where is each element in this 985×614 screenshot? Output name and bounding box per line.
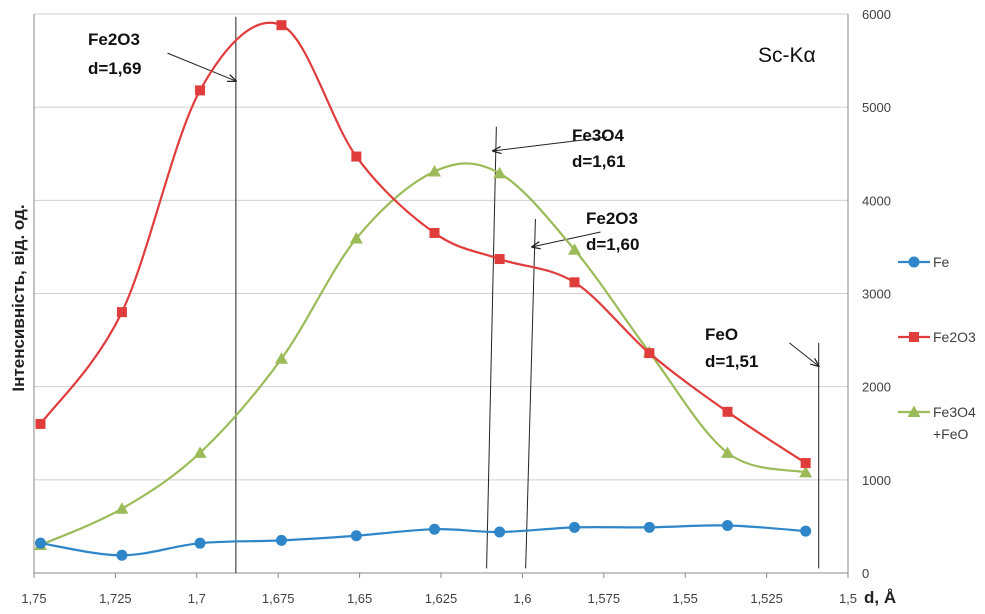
legend-label: Fe3O4 (933, 404, 976, 420)
reference-line-group: Fe2O3 d=1,69 (88, 16, 236, 573)
x-tick-label: 1,675 (262, 591, 295, 606)
y-tick-label: 0 (862, 566, 869, 581)
x-tick-label: 1,575 (588, 591, 621, 606)
data-point (799, 465, 813, 478)
data-point (800, 525, 812, 537)
data-point (428, 523, 440, 535)
data-point (569, 277, 580, 288)
data-point (35, 418, 46, 429)
y-axis-label: Інтенсивність, від. од. (9, 204, 28, 391)
x-tick-label: 1,525 (750, 591, 783, 606)
y-tick-label: 3000 (862, 287, 891, 302)
annotation-label: d=1,60 (586, 235, 639, 254)
annotation-arrow (789, 342, 818, 366)
x-tick-label: 1,725 (99, 591, 132, 606)
data-point (427, 164, 441, 177)
reference-line (525, 218, 536, 569)
series (34, 20, 813, 561)
data-point (349, 232, 363, 244)
data-point (800, 458, 811, 469)
annotation-label: d=1,69 (88, 59, 141, 78)
annotation-label: Fe2O3 (586, 209, 638, 228)
data-point (494, 526, 506, 538)
data-point (429, 227, 440, 238)
annotation-arrow (167, 52, 235, 81)
series-fe (35, 519, 812, 561)
data-point (493, 166, 507, 179)
legend-marker (907, 405, 921, 417)
data-point (351, 151, 362, 162)
reference-line-group: Fe2O3 d=1,60 (525, 209, 639, 569)
data-point (494, 254, 505, 265)
y-tick-label: 6000 (862, 7, 891, 22)
annotation-label: d=1,61 (572, 152, 625, 171)
annotation-label: Fe3O4 (572, 126, 625, 145)
x-tick-label: 1,55 (673, 591, 698, 606)
data-point (276, 20, 287, 31)
x-tick-label: 1,6 (513, 591, 531, 606)
series-line (40, 524, 806, 557)
data-point (644, 348, 655, 359)
legend-label: Fe (933, 254, 950, 270)
data-point (722, 406, 733, 417)
data-point (194, 537, 206, 549)
data-point (721, 446, 735, 458)
grid-lines (34, 13, 848, 481)
legend-label: Fe2O3 (933, 329, 976, 345)
data-point (567, 243, 581, 255)
y-tick-label: 5000 (862, 100, 891, 115)
data-point (116, 307, 127, 318)
annotation-arrow (493, 136, 608, 151)
x-tick-label: 1,75 (21, 591, 46, 606)
chart-title: Sc-Kα (758, 44, 816, 67)
legend-item: Fe2O3 (898, 329, 976, 345)
series-fe2o3 (35, 20, 811, 469)
tick-labels: 1,75 1,725 1,7 1,675 1,65 1,625 1,6 1,575 1,55 1,… (21, 7, 891, 606)
data-point (115, 502, 129, 514)
data-point (116, 549, 128, 561)
x-tick-label: 1,625 (425, 591, 458, 606)
data-point (35, 537, 47, 549)
x-tick-label: 1,7 (188, 591, 206, 606)
reference-lines: Fe2O3 d=1,69 Fe3O4 d=1,61 Fe2O3 d=1,60 FeO d=1,… (88, 16, 819, 573)
legend-label: +FeO (933, 426, 969, 442)
x-tick-label: 1,5 (839, 591, 857, 606)
data-point (195, 85, 206, 96)
data-point (722, 519, 734, 531)
data-point (643, 521, 655, 533)
legend-item: Fe (898, 254, 950, 270)
annotation-label: Fe2O3 (88, 30, 140, 49)
annotation-label: d=1,51 (705, 352, 758, 371)
legend-item: Fe3O4 +FeO (898, 404, 976, 442)
series-line (39, 21, 807, 464)
reference-line-group: Fe3O4 d=1,61 (486, 126, 625, 569)
x-axis-label: d, Å (864, 588, 896, 607)
legend-marker (909, 332, 919, 342)
annotation-label: FeO (705, 325, 738, 344)
series-fe3o4-feo (34, 162, 813, 551)
reference-line (486, 126, 497, 569)
data-point (274, 352, 288, 364)
data-point (193, 446, 207, 458)
legend: Fe Fe2O3 Fe3O4 +FeO (898, 254, 976, 442)
y-tick-label: 1000 (862, 473, 891, 488)
data-point (350, 530, 362, 542)
legend-marker (908, 256, 920, 268)
data-point (568, 521, 580, 533)
y-tick-label: 2000 (862, 380, 891, 395)
reference-line-group: FeO d=1,51 (705, 325, 819, 569)
x-tick-label: 1,65 (347, 591, 372, 606)
y-tick-label: 4000 (862, 193, 891, 208)
axes (33, 14, 849, 578)
data-point (275, 534, 287, 546)
